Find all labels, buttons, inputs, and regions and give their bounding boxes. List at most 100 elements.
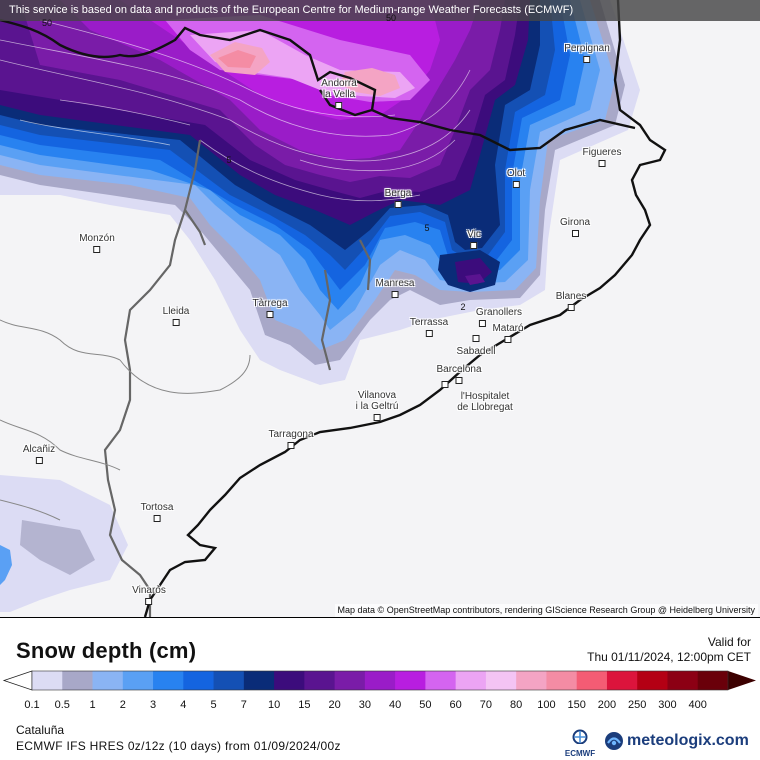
city-label: Berga <box>384 188 412 199</box>
city-marker-tortosa[interactable]: Tortosa <box>141 502 173 525</box>
city-dot <box>598 160 606 167</box>
scale-swatch <box>213 671 245 690</box>
scale-arrow-right <box>728 671 756 690</box>
scale-swatch <box>606 671 638 690</box>
city-marker-sabadell[interactable] <box>472 333 480 345</box>
city-marker-berga[interactable]: Berga <box>384 188 412 211</box>
city-label: Granollers <box>475 307 523 318</box>
snow-depth-map <box>0 0 667 617</box>
scale-tick-label: 200 <box>597 699 617 711</box>
valid-for-label: Valid for <box>707 635 751 649</box>
city-label: Olot <box>506 168 526 179</box>
city-label: Monzón <box>79 233 115 244</box>
scale-tick-label: 4 <box>180 699 187 711</box>
city-label-hospitalet[interactable]: l'Hospitalet de Llobregat <box>457 391 513 413</box>
city-dot <box>583 56 591 63</box>
city-dot <box>470 242 478 249</box>
scale-tick-label: 80 <box>510 699 523 711</box>
city-dot <box>145 598 153 605</box>
meteologix-logo-text: meteologix.com <box>627 732 749 749</box>
city-marker-blanes[interactable]: Blanes <box>556 291 586 314</box>
scale-tick-label: 40 <box>389 699 402 711</box>
scale-swatch <box>637 671 668 690</box>
city-dot <box>287 442 295 449</box>
city-dot <box>335 102 343 109</box>
scale-arrow-left <box>2 670 33 691</box>
city-label: Barcelona <box>436 364 482 375</box>
city-dot <box>373 414 381 421</box>
scale-swatch <box>153 671 184 690</box>
ecmwf-attribution: This service is based on data and produc… <box>0 0 760 21</box>
scale-swatch <box>395 671 426 690</box>
city-marker-barcelona[interactable]: Barcelona <box>436 364 482 387</box>
city-label-sabadell[interactable]: Sabadell <box>457 346 496 357</box>
city-label: Tàrrega <box>252 298 288 309</box>
city-marker-granollers[interactable]: Granollers <box>476 307 522 330</box>
city-label: Lleida <box>162 306 190 317</box>
city-label: Vic <box>467 229 481 240</box>
city-marker-perpignan[interactable]: Perpignan <box>564 43 610 66</box>
scale-swatch <box>334 671 366 690</box>
city-marker-lleida[interactable]: Lleida <box>162 306 190 329</box>
ecmwf-icon <box>572 729 588 745</box>
city-marker-mataro[interactable]: Mataró <box>492 323 524 346</box>
city-dot <box>391 291 399 298</box>
map-data-attribution[interactable]: Map data © OpenStreetMap contributors, r… <box>334 604 758 617</box>
city-label: Andorra la Vella <box>321 78 357 100</box>
scale-swatch <box>425 671 457 690</box>
scale-tick-label: 20 <box>328 699 341 711</box>
city-dot <box>571 230 579 237</box>
city-label: l'Hospitalet de Llobregat <box>457 391 513 413</box>
city-label: Vilanova i la Geltrú <box>355 390 399 412</box>
city-dot <box>93 246 101 253</box>
city-label: Alcañiz <box>22 444 56 455</box>
ecmwf-logo-text: ECMWF <box>564 749 596 758</box>
scale-tick-label: 30 <box>358 699 371 711</box>
city-label: Figueres <box>582 147 622 158</box>
meteologix-logo[interactable]: meteologix.com <box>604 729 749 753</box>
city-marker-girona[interactable]: Girona <box>560 217 590 240</box>
city-marker-olot[interactable]: Olot <box>507 168 525 191</box>
city-label: Sabadell <box>456 346 496 357</box>
city-marker-manresa[interactable]: Manresa <box>376 278 414 301</box>
city-marker-tarragona[interactable]: Tarragona <box>268 429 314 452</box>
city-dot <box>472 335 480 342</box>
scale-tick-label: 70 <box>479 699 493 711</box>
scale-swatch <box>576 671 608 690</box>
city-marker-vinaros[interactable]: Vinaròs <box>132 585 166 608</box>
city-marker-hospitalet[interactable] <box>441 379 449 391</box>
scale-swatch <box>546 671 578 690</box>
city-dot <box>478 320 486 327</box>
city-marker-tarrega[interactable]: Tàrrega <box>252 298 288 321</box>
city-dot <box>394 201 402 208</box>
scale-swatch <box>304 671 336 690</box>
scale-tick-label: 50 <box>419 699 432 711</box>
city-marker-figueres[interactable]: Figueres <box>582 147 622 170</box>
valid-time: Thu 01/11/2024, 12:00pm CET <box>587 650 751 664</box>
city-marker-alcaniz[interactable]: Alcañiz <box>23 444 55 467</box>
city-dot <box>172 319 180 326</box>
city-marker-andorra-la-vella[interactable]: Andorra la Vella <box>321 78 357 112</box>
contour-label: 50 <box>41 18 53 28</box>
scale-swatch <box>92 671 124 690</box>
city-marker-vic[interactable]: Vic <box>467 229 481 252</box>
contour-label: 5 <box>424 223 430 233</box>
city-marker-monzon[interactable]: Monzón <box>79 233 115 256</box>
scale-tick-label: 0.1 <box>24 699 40 711</box>
scale-tick-label: 15 <box>298 699 311 711</box>
scale-swatch <box>274 671 305 690</box>
model-info: ECMWF IFS HRES 0z/12z (10 days) from 01/… <box>16 739 341 753</box>
city-marker-vilanova[interactable]: Vilanova i la Geltrú <box>355 390 399 424</box>
city-marker-terrassa[interactable]: Terrassa <box>410 317 448 340</box>
ecmwf-logo[interactable]: ECMWF <box>562 728 598 758</box>
city-dot <box>567 304 575 311</box>
scale-swatch <box>243 671 275 690</box>
scale-tick-label: 10 <box>267 699 281 711</box>
scale-swatch <box>485 671 517 690</box>
city-dot <box>512 181 520 188</box>
map-panel[interactable]: This service is based on data and produc… <box>0 0 760 618</box>
scale-swatch <box>62 671 94 690</box>
scale-tick-label: 100 <box>537 699 556 711</box>
region-name: Cataluña <box>16 723 65 737</box>
contour-label: 2 <box>460 302 466 312</box>
